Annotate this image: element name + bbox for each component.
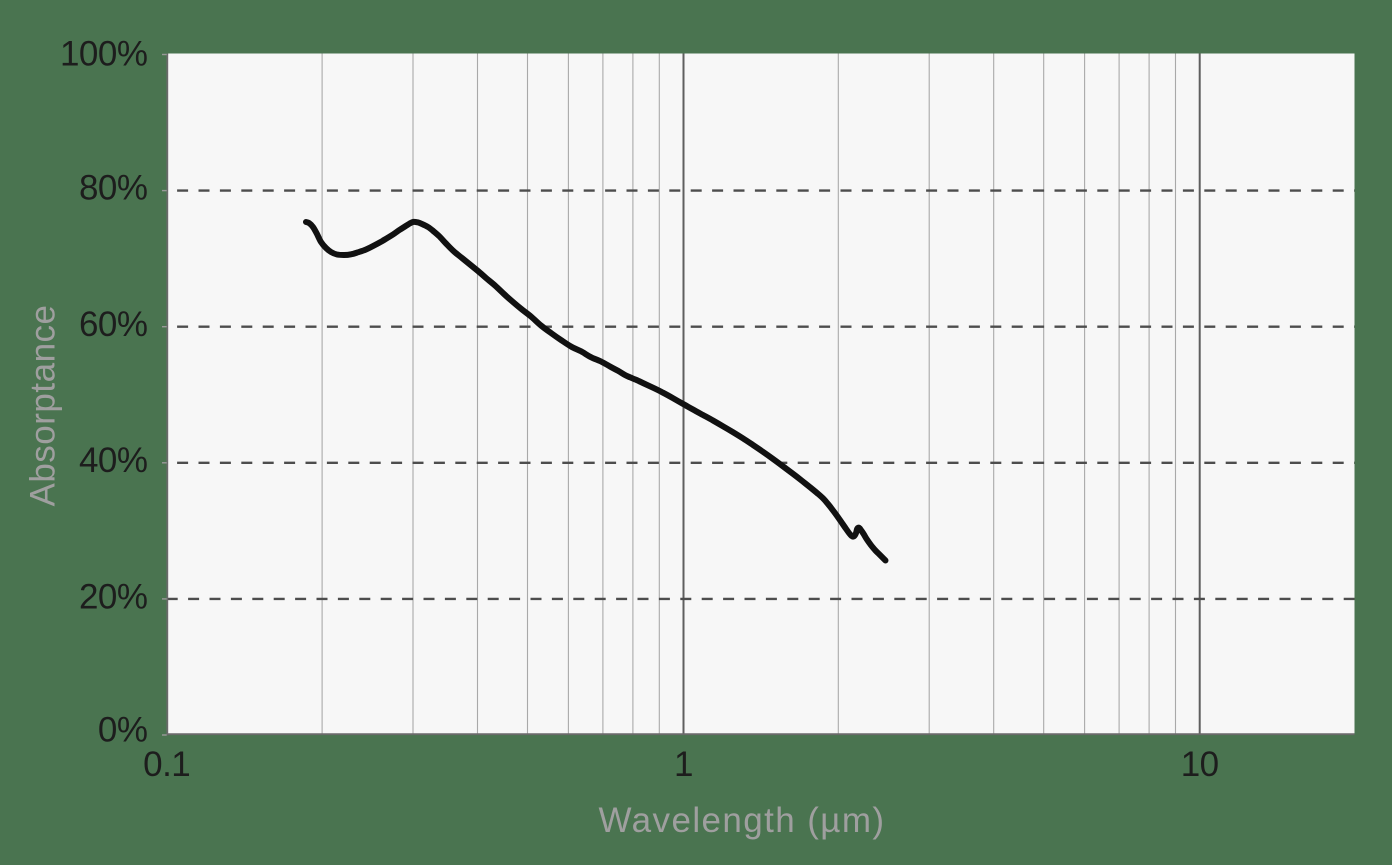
svg-text:100%: 100% — [60, 35, 148, 74]
svg-text:20%: 20% — [79, 578, 148, 617]
svg-text:80%: 80% — [79, 169, 148, 208]
svg-text:1: 1 — [674, 745, 693, 784]
svg-text:0%: 0% — [98, 711, 148, 750]
svg-text:Absorptance: Absorptance — [24, 304, 63, 506]
svg-text:60%: 60% — [79, 305, 148, 344]
svg-text:40%: 40% — [79, 441, 148, 480]
svg-text:10: 10 — [1181, 745, 1219, 784]
svg-text:0.1: 0.1 — [143, 745, 190, 784]
svg-text:Wavelength (µm): Wavelength (µm) — [599, 801, 886, 840]
